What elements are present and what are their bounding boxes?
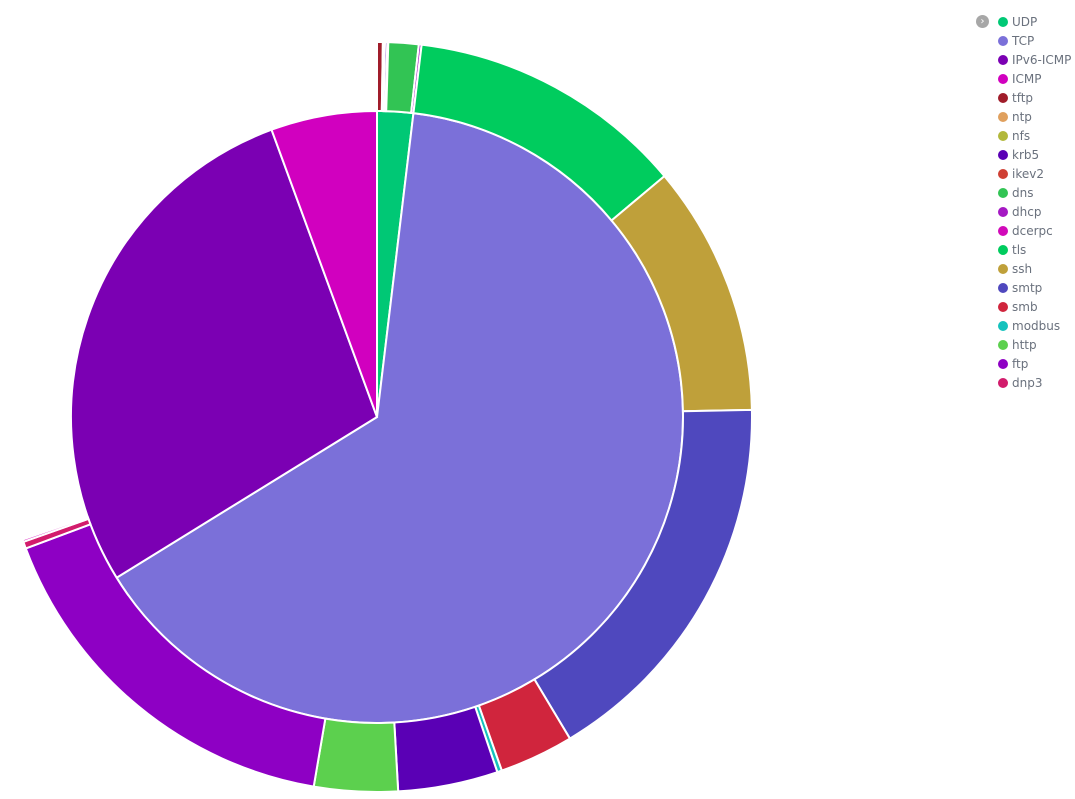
legend-swatch (998, 301, 1008, 312)
legend-label: UDP (1012, 14, 1038, 29)
legend-item-tls[interactable]: tls (998, 240, 1071, 259)
legend-swatch (998, 73, 1008, 84)
legend-item-dcerpc[interactable]: dcerpc (998, 221, 1071, 240)
chevron-right-icon[interactable]: › (976, 15, 989, 28)
legend-swatch (998, 339, 1008, 350)
legend-label: TCP (1012, 33, 1035, 48)
legend-label: krb5 (1012, 147, 1040, 162)
legend-list: UDP TCP IPv6-ICMP ICMP tftp ntp nfs krb5 ikev2 dn… (998, 12, 1071, 392)
legend-item-krb5[interactable]: krb5 (998, 145, 1071, 164)
legend-item-dhcp[interactable]: dhcp (998, 202, 1071, 221)
legend-swatch (998, 320, 1008, 331)
legend-swatch (998, 187, 1008, 198)
legend-item-icmp[interactable]: ICMP (998, 69, 1071, 88)
legend-swatch (998, 149, 1008, 160)
inner-slice-ipv6-icmp[interactable] (70, 128, 379, 580)
legend-swatch (998, 377, 1008, 388)
legend-swatch (998, 35, 1008, 46)
legend-label: dnp3 (1012, 375, 1043, 390)
legend-swatch (998, 206, 1008, 217)
legend-item-tcp[interactable]: TCP (998, 31, 1071, 50)
legend-item-udp[interactable]: UDP (998, 12, 1071, 31)
inner-ring (70, 109, 684, 724)
legend-item-ipv6-icmp[interactable]: IPv6-ICMP (998, 50, 1071, 69)
legend-swatch (998, 244, 1008, 255)
legend-label: IPv6-ICMP (1012, 52, 1072, 67)
legend-label: http (1012, 337, 1037, 352)
outer-ring (21, 40, 753, 793)
legend-label: smtp (1012, 280, 1043, 295)
legend-label: dcerpc (1012, 223, 1053, 238)
legend-item-ftp[interactable]: ftp (998, 354, 1071, 373)
legend-label: ntp (1012, 109, 1032, 124)
legend-swatch (998, 16, 1008, 27)
legend-item-ikev2[interactable]: ikev2 (998, 164, 1071, 183)
legend-label: ikev2 (1012, 166, 1044, 181)
outer-slice-tcp-http[interactable] (312, 717, 400, 793)
legend-label: tls (1012, 242, 1027, 257)
legend-swatch (998, 263, 1008, 274)
legend-swatch (998, 168, 1008, 179)
legend-swatch (998, 225, 1008, 236)
legend-label: dns (1012, 185, 1034, 200)
legend-label: dhcp (1012, 204, 1042, 219)
legend-swatch (998, 111, 1008, 122)
legend-swatch (998, 282, 1008, 293)
legend-label: ssh (1012, 261, 1033, 276)
legend-item-modbus[interactable]: modbus (998, 316, 1071, 335)
legend-label: ftp (1012, 356, 1029, 371)
legend-label: ICMP (1012, 71, 1042, 86)
legend-item-nfs[interactable]: nfs (998, 126, 1071, 145)
legend-item-ntp[interactable]: ntp (998, 107, 1071, 126)
legend-item-ssh[interactable]: ssh (998, 259, 1071, 278)
legend-item-dns[interactable]: dns (998, 183, 1071, 202)
legend-swatch (998, 130, 1008, 141)
legend-item-dnp3[interactable]: dnp3 (998, 373, 1071, 392)
legend-item-http[interactable]: http (998, 335, 1071, 354)
legend-label: modbus (1012, 318, 1061, 333)
legend-label: nfs (1012, 128, 1031, 143)
legend-swatch (998, 54, 1008, 65)
legend-swatch (998, 92, 1008, 103)
legend-item-tftp[interactable]: tftp (998, 88, 1071, 107)
legend-item-smtp[interactable]: smtp (998, 278, 1071, 297)
legend-label: tftp (1012, 90, 1034, 105)
legend-swatch (998, 358, 1008, 369)
outer-slice-tcp-dcerpc[interactable] (21, 515, 90, 544)
legend-item-smb[interactable]: smb (998, 297, 1071, 316)
legend-label: smb (1012, 299, 1038, 314)
